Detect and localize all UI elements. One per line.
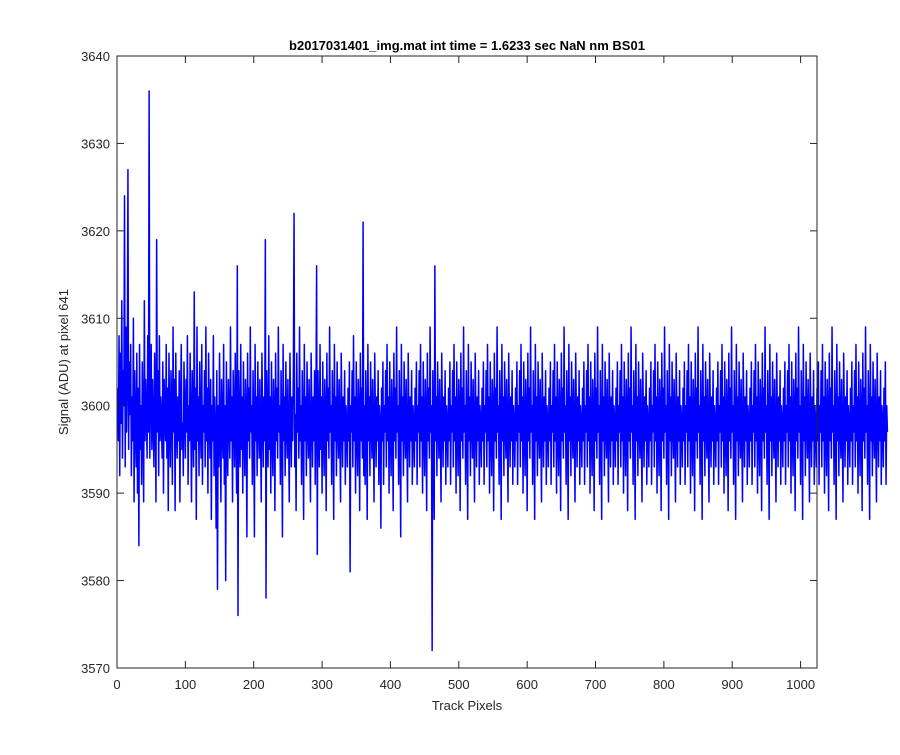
y-tick-label: 3580 (81, 574, 110, 589)
y-axis-label: Signal (ADU) at pixel 641 (56, 289, 71, 435)
x-tick-label: 200 (243, 677, 265, 692)
plot-area (117, 56, 817, 668)
x-tick-label: 100 (175, 677, 197, 692)
x-tick-label: 500 (448, 677, 470, 692)
y-tick-label: 3610 (81, 311, 110, 326)
y-tick-label: 3570 (81, 661, 110, 676)
y-tick-label: 3620 (81, 224, 110, 239)
y-tick-label: 3640 (81, 49, 110, 64)
y-tick-label: 3590 (81, 486, 110, 501)
x-tick-label: 600 (516, 677, 538, 692)
signal-series-line (116, 90, 889, 652)
axes-box (116, 55, 818, 669)
chart-title: b2017031401_img.mat int time = 1.6233 se… (289, 38, 645, 53)
series-layer (116, 90, 889, 652)
x-axis-label: Track Pixels (432, 698, 503, 713)
x-tick-label: 800 (653, 677, 675, 692)
x-tick-label: 400 (380, 677, 402, 692)
x-tick-label: 1000 (786, 677, 815, 692)
x-tick-label: 900 (721, 677, 743, 692)
x-tick-labels: 0 100 200 300 400 500 600 700 800 900 1000 (113, 677, 815, 692)
y-tick-label: 3630 (81, 136, 110, 151)
y-tick-label: 3600 (81, 399, 110, 414)
x-tick-label: 700 (585, 677, 607, 692)
y-tick-labels: 3570 3580 3590 3600 3610 3620 3630 3640 (81, 49, 110, 676)
x-tick-label: 0 (113, 677, 120, 692)
x-tick-label: 300 (311, 677, 333, 692)
